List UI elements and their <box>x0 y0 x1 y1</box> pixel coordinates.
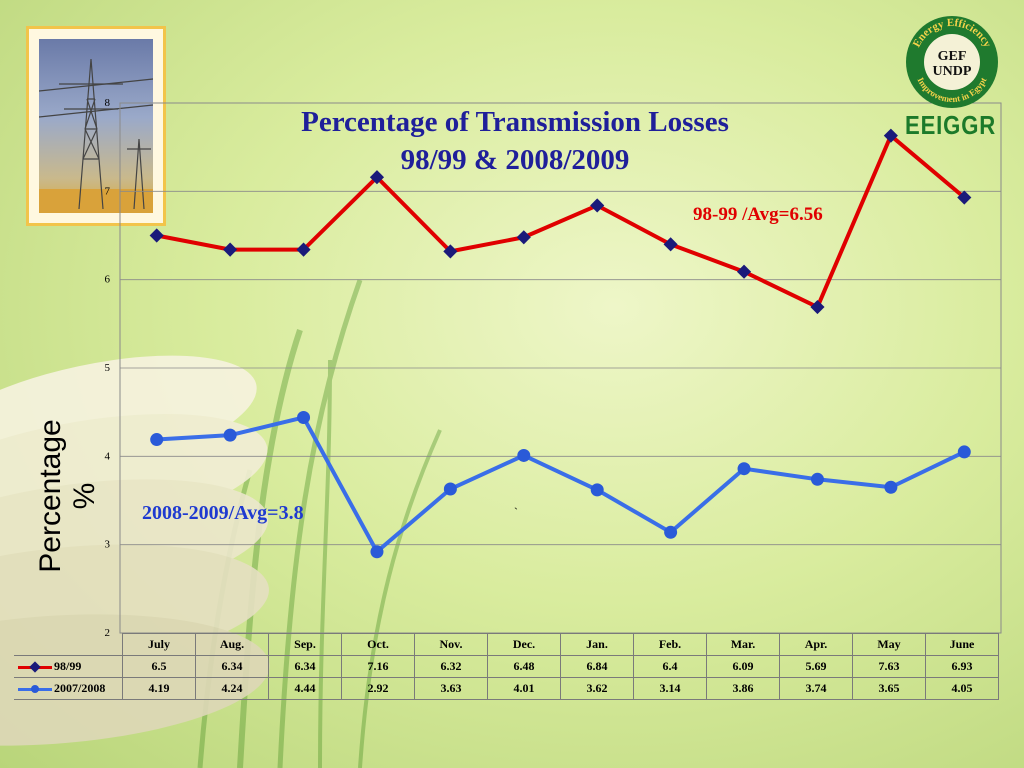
series1-value: 6.48 <box>487 655 561 678</box>
logo-gef: GEF <box>938 49 967 64</box>
series1-average-annotation: 98-99 /Avg=6.56 <box>693 204 823 225</box>
series2-point <box>517 448 531 462</box>
brand-label: EEIGGR <box>905 110 997 140</box>
category-label: Oct. <box>341 633 415 656</box>
data-table-corner <box>14 633 123 656</box>
series2-legend-key <box>18 684 52 694</box>
series1-value: 6.4 <box>633 655 707 678</box>
series2-average-annotation: 2008-2009/Avg=3.8 <box>142 502 304 524</box>
category-label: May <box>852 633 926 656</box>
series2-value: 4.01 <box>487 677 561 700</box>
data-table-header-row: July Aug. Sep. Oct. Nov. Dec. Jan. Feb. … <box>14 633 999 656</box>
series1-value: 6.84 <box>560 655 634 678</box>
series1-value: 6.32 <box>414 655 488 678</box>
series2-point <box>957 445 971 459</box>
series1-point <box>663 237 678 252</box>
category-label: Apr. <box>779 633 853 656</box>
series1-value: 6.5 <box>122 655 196 678</box>
series1-point <box>223 242 238 257</box>
series2-point <box>664 525 678 539</box>
series1-point <box>736 264 752 279</box>
series1-name: 98/99 <box>54 659 82 673</box>
series2-name: 2007/2008 <box>54 681 106 695</box>
series1-value: 6.34 <box>195 655 269 678</box>
category-label: Aug. <box>195 633 269 656</box>
series1-point <box>369 170 385 185</box>
y-axis-label: Percentage % <box>34 419 101 573</box>
y-tick-label: 8 <box>105 97 111 109</box>
transmission-tower-image <box>39 39 153 213</box>
category-label: June <box>925 633 999 656</box>
series1-value: 7.63 <box>852 655 926 678</box>
series-line-1 <box>156 133 966 310</box>
category-label: Mar. <box>706 633 780 656</box>
series2-point <box>810 472 824 486</box>
series2-point <box>443 482 457 496</box>
series1-point <box>590 198 605 213</box>
series1-point <box>957 190 972 205</box>
series1-value: 5.69 <box>779 655 853 678</box>
y-tick-label: 3 <box>105 539 111 551</box>
series1-point <box>296 242 311 257</box>
series2-value: 4.44 <box>268 677 342 700</box>
series2-value: 4.19 <box>122 677 196 700</box>
series2-value: 4.05 <box>925 677 999 700</box>
series2-point <box>150 433 164 447</box>
series2-value: 3.65 <box>852 677 926 700</box>
series-line-2 <box>156 415 966 554</box>
series2-value: 2.92 <box>341 677 415 700</box>
series2-legend: 2007/2008 <box>14 677 123 700</box>
category-label: Nov. <box>414 633 488 656</box>
series2-value: 3.62 <box>560 677 634 700</box>
tower-photo-frame <box>26 26 166 226</box>
data-table-row-series1: 98/99 6.5 6.34 6.34 7.16 6.32 6.48 6.84 … <box>14 655 999 678</box>
series2-point <box>590 483 604 497</box>
series2-point <box>737 462 751 476</box>
series1-value: 7.16 <box>341 655 415 678</box>
energy-efficiency-logo: Energy Efficiency Improvement in Egypt G… <box>906 16 998 108</box>
category-label: July <box>122 633 196 656</box>
category-label: Feb. <box>633 633 707 656</box>
series1-point <box>810 299 825 315</box>
category-label: Dec. <box>487 633 561 656</box>
series1-value: 6.09 <box>706 655 780 678</box>
series1-value: 6.93 <box>925 655 999 678</box>
series1-value: 6.34 <box>268 655 342 678</box>
series2-value: 4.24 <box>195 677 269 700</box>
series1-point <box>443 244 458 259</box>
series2-value: 3.14 <box>633 677 707 700</box>
series2-point <box>297 410 311 424</box>
y-tick-label: 7 <box>105 185 111 197</box>
data-table-row-series2: 2007/2008 4.19 4.24 4.44 2.92 3.63 4.01 … <box>14 677 999 700</box>
series2-point <box>223 428 237 442</box>
logo-undp: UNDP <box>933 64 972 79</box>
series2-point <box>884 480 898 494</box>
y-tick-label: 6 <box>105 274 111 286</box>
data-table: July Aug. Sep. Oct. Nov. Dec. Jan. Feb. … <box>14 633 999 700</box>
category-label: Jan. <box>560 633 634 656</box>
series2-value: 3.86 <box>706 677 780 700</box>
series1-point <box>149 228 164 243</box>
series2-value: 3.63 <box>414 677 488 700</box>
chart-title-line2: 98/99 & 2008/2009 <box>400 144 630 176</box>
y-tick-label: 4 <box>105 450 111 462</box>
y-tick-label: 2 <box>105 627 111 639</box>
series1-legend-key <box>18 661 52 673</box>
series2-point <box>370 545 384 559</box>
series2-value: 3.74 <box>779 677 853 700</box>
y-tick-label: 5 <box>105 362 111 374</box>
series1-legend: 98/99 <box>14 655 123 678</box>
series1-point <box>516 230 531 245</box>
chart-title-line1: Percentage of Transmission Losses <box>301 106 729 138</box>
stray-mark: ` <box>514 505 518 519</box>
category-label: Sep. <box>268 633 342 656</box>
series1-point <box>883 128 898 143</box>
